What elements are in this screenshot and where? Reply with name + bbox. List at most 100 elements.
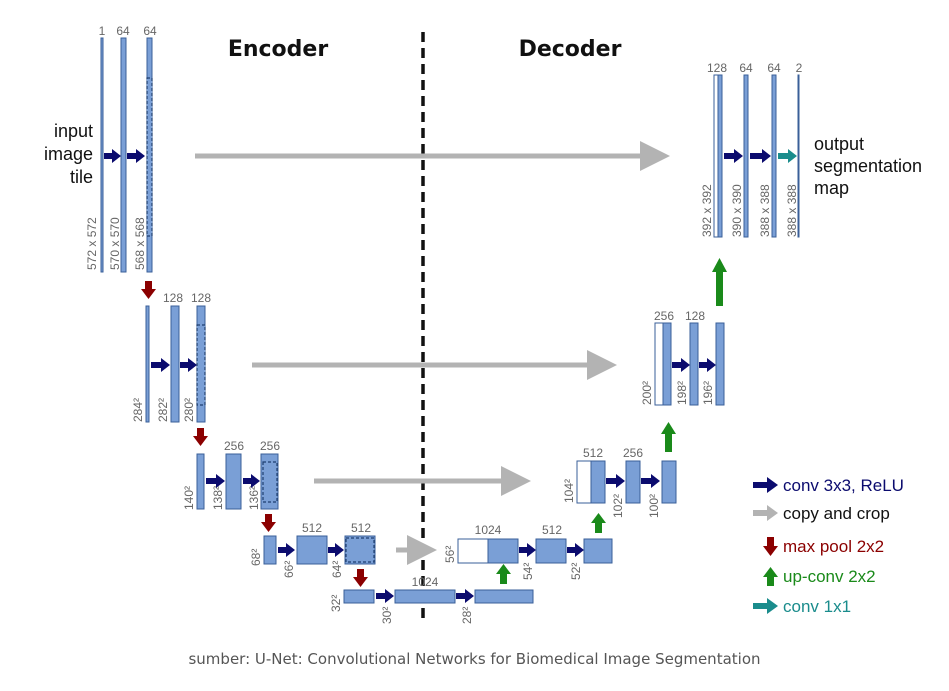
channels-enc4-3: 512 <box>351 521 371 535</box>
conv-arrow-enc2-a <box>151 358 170 372</box>
feature-map-bottom-2 <box>394 589 456 604</box>
feature-map-dec1-1 <box>717 74 723 238</box>
size-enc3-3: 136² <box>247 486 261 510</box>
feature-map-dec4-2 <box>535 538 567 564</box>
feature-map-dec3-3 <box>661 460 677 504</box>
size-enc2-3: 280² <box>182 398 196 422</box>
conv-arrow-dec1-a <box>724 149 743 163</box>
source-caption: sumber: U-Net: Convolutional Networks fo… <box>188 650 761 668</box>
feature-map-dec3-1 <box>590 460 606 504</box>
size-bottom-2: 30² <box>380 607 394 624</box>
pool-arrow-1 <box>141 281 156 299</box>
feature-map-dec2-3 <box>715 322 725 406</box>
size-enc2-1: 284² <box>131 398 145 422</box>
conv-arrow-dec1-b <box>750 149 771 163</box>
size-dec2-3: 196² <box>701 381 715 405</box>
feature-map-enc3-2 <box>225 453 242 510</box>
channels-enc3-3: 256 <box>260 439 280 453</box>
feature-map-dec2-2 <box>689 322 699 406</box>
channels-dec1-1: 128 <box>707 61 727 75</box>
size-dec3-3: 100² <box>647 494 661 518</box>
channels-dec1-2: 64 <box>739 61 753 75</box>
size-dec1-3: 388 x 388 <box>758 184 772 237</box>
legend-copy-icon <box>753 505 778 521</box>
channels-dec2-2: 128 <box>685 309 705 323</box>
output-label-line2: segmentation <box>814 156 922 176</box>
feature-map-enc1-2 <box>120 37 127 273</box>
size-enc4-3: 64² <box>330 561 344 578</box>
channels-dec4-1: 1024 <box>475 523 502 537</box>
size-dec3-2: 102² <box>611 494 625 518</box>
channels-dec2-1: 256 <box>654 309 674 323</box>
conv-arrow-dec4-b <box>567 543 584 557</box>
size-dec1-1: 392 x 392 <box>700 184 714 237</box>
feature-map-dec2-copy <box>654 322 664 406</box>
feature-map-enc1-1 <box>100 37 104 273</box>
input-label-line3: tile <box>70 167 93 187</box>
crop-region-enc3 <box>262 461 278 503</box>
conv-arrow-dec4-a <box>519 543 536 557</box>
pool-arrow-2 <box>193 428 208 446</box>
legend: conv 3x3, ReLU copy and crop max pool 2x… <box>753 476 904 616</box>
conv-arrow-enc1-b <box>127 149 145 163</box>
conv-arrow-bottom-a <box>376 589 394 603</box>
feature-map-dec3-copy <box>576 460 592 504</box>
size-enc2-2: 282² <box>156 398 170 422</box>
feature-map-enc3-1 <box>196 453 205 510</box>
feature-map-bottom-3 <box>474 589 534 604</box>
feature-map-dec4-3 <box>583 538 613 564</box>
legend-conv1x1-icon <box>753 598 778 614</box>
feature-map-enc4-1 <box>263 535 277 565</box>
size-enc3-2: 138² <box>211 486 225 510</box>
legend-pool-icon <box>763 537 778 556</box>
size-dec4-3: 52² <box>569 563 583 580</box>
feature-map-dec3-2 <box>625 460 641 504</box>
upconv-arrow-2 <box>661 422 676 452</box>
legend-conv-label: conv 3x3, ReLU <box>783 476 904 495</box>
channels-dec1-3: 64 <box>767 61 781 75</box>
channels-bottom-2: 1024 <box>412 575 439 589</box>
size-dec1-4: 388 x 388 <box>785 184 799 237</box>
channels-enc2-3: 128 <box>191 291 211 305</box>
feature-map-dec1-3 <box>771 74 777 238</box>
conv-arrow-enc4-b <box>328 543 344 557</box>
feature-map-dec4-copy <box>457 538 489 564</box>
size-enc1-2: 570 x 570 <box>108 217 122 270</box>
size-dec1-2: 390 x 390 <box>730 184 744 237</box>
size-dec2-2: 198² <box>675 381 689 405</box>
upconv-arrow-1 <box>712 258 727 306</box>
feature-map-dec1-copy <box>713 74 719 238</box>
channels-dec1-4: 2 <box>796 61 803 75</box>
channels-enc1-2: 64 <box>116 24 130 38</box>
decoder-title: Decoder <box>519 37 622 62</box>
legend-copy-label: copy and crop <box>783 504 890 523</box>
feature-map-enc2-1 <box>145 305 150 423</box>
feature-map-enc4-2 <box>296 535 328 565</box>
feature-map-dec1-4 <box>797 74 800 238</box>
crop-region-enc4 <box>345 537 375 563</box>
channels-enc1-3: 64 <box>143 24 157 38</box>
size-enc1-3: 568 x 568 <box>133 217 147 270</box>
feature-map-dec4-1 <box>487 538 519 564</box>
size-enc1-1: 572 x 572 <box>85 217 99 270</box>
channels-dec4-2: 512 <box>542 523 562 537</box>
conv1x1-arrow <box>778 149 797 163</box>
legend-upconv-icon <box>763 567 778 586</box>
upconv-arrow-3 <box>591 513 606 533</box>
size-dec4-1: 56² <box>443 546 457 563</box>
size-bottom-1: 32² <box>329 595 343 612</box>
input-label-line1: input <box>54 121 93 141</box>
pool-arrow-4 <box>353 569 368 587</box>
feature-map-dec1-2 <box>743 74 749 238</box>
channels-enc3-2: 256 <box>224 439 244 453</box>
conv-arrow-enc4-a <box>278 543 295 557</box>
conv-arrow-enc2-b <box>180 358 197 372</box>
conv-arrow-enc3-b <box>243 474 260 488</box>
size-enc4-2: 66² <box>282 561 296 578</box>
conv-arrow-enc3-a <box>206 474 225 488</box>
output-label-line3: map <box>814 178 849 198</box>
output-label-line1: output <box>814 134 864 154</box>
conv-arrow-enc1-a <box>104 149 121 163</box>
conv-arrow-dec3-b <box>641 474 660 488</box>
